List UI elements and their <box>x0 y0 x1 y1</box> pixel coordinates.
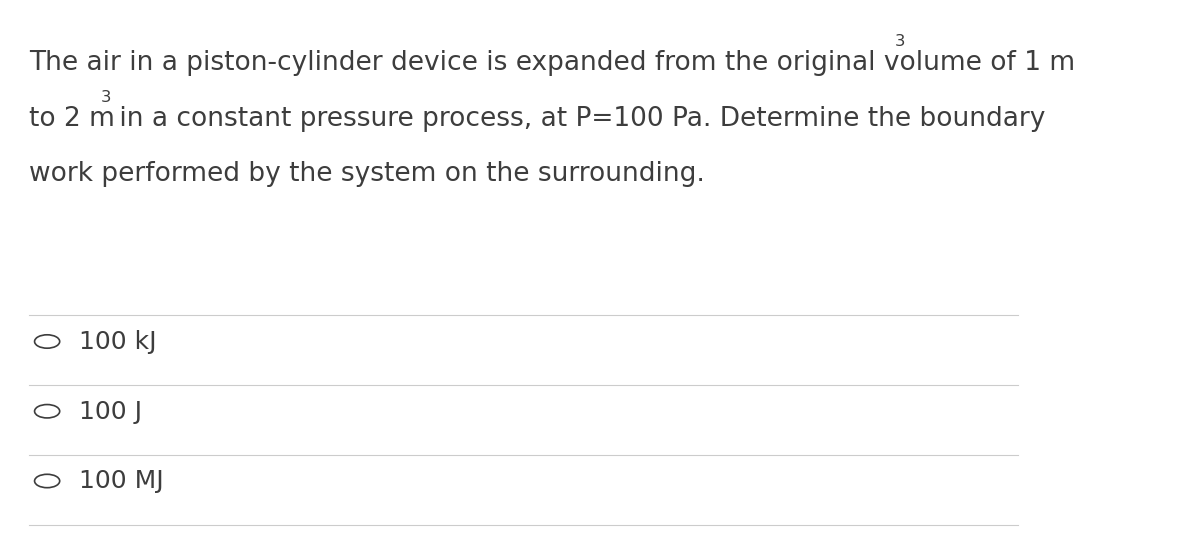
Text: 3: 3 <box>100 90 111 105</box>
Text: The air in a piston-cylinder device is expanded from the original volume of 1 m: The air in a piston-cylinder device is e… <box>30 50 1076 76</box>
Text: 100 MJ: 100 MJ <box>79 469 164 493</box>
Text: work performed by the system on the surrounding.: work performed by the system on the surr… <box>30 161 706 187</box>
Text: to 2 m: to 2 m <box>30 105 115 132</box>
Text: 3: 3 <box>894 34 905 49</box>
Text: 100 kJ: 100 kJ <box>79 330 156 354</box>
Text: 100 J: 100 J <box>79 400 142 424</box>
Text: in a constant pressure process, at P=100 Pa. Determine the boundary: in a constant pressure process, at P=100… <box>111 105 1046 132</box>
